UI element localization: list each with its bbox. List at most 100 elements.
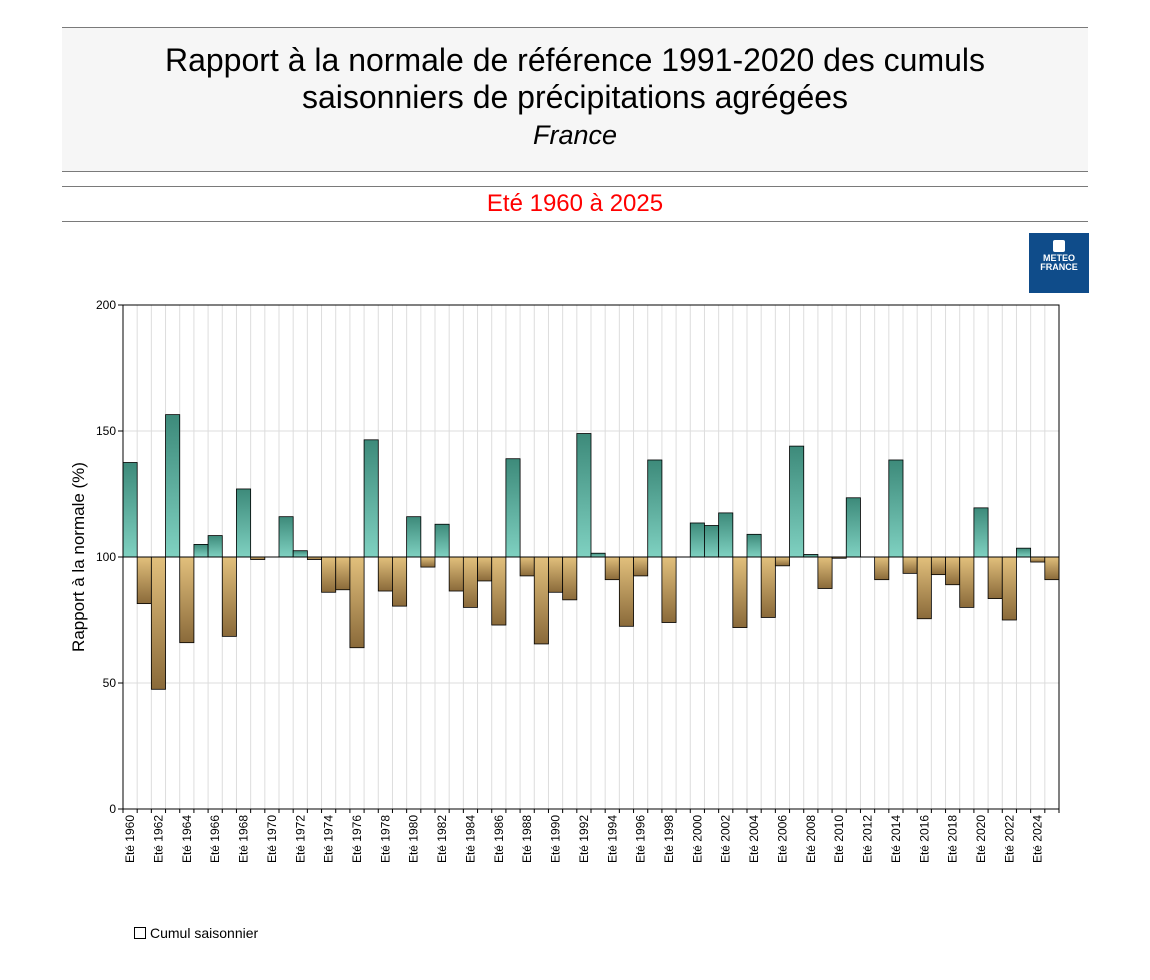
bar xyxy=(420,556,436,568)
bar xyxy=(193,544,209,558)
bar xyxy=(292,550,308,558)
bar xyxy=(732,556,748,628)
x-tick-label: Eté 1976 xyxy=(350,815,364,863)
bar xyxy=(165,414,181,558)
bar-layer xyxy=(122,414,1060,690)
bar xyxy=(533,556,549,645)
bar xyxy=(916,556,932,620)
x-tick-label: Eté 1974 xyxy=(322,815,336,863)
bar xyxy=(236,488,252,558)
y-tick-label: 100 xyxy=(96,550,116,564)
x-tick-label: Eté 1970 xyxy=(265,815,279,863)
bar xyxy=(888,459,904,558)
logo-name-line-1: METEO xyxy=(1042,253,1075,263)
chart-title-line-2: saisonniers de précipitations agrégées xyxy=(301,79,849,115)
bar xyxy=(335,556,351,591)
bar xyxy=(448,556,464,592)
bar xyxy=(774,556,790,567)
x-tick-label: Eté 2002 xyxy=(719,815,733,863)
bar xyxy=(760,556,776,618)
bar xyxy=(392,556,408,607)
bar xyxy=(477,556,493,582)
y-tick-label: 200 xyxy=(96,298,116,312)
bar xyxy=(1044,556,1060,581)
bar xyxy=(987,556,1003,599)
x-tick-label: Eté 2012 xyxy=(861,815,875,863)
bar xyxy=(548,556,564,593)
x-tick-label: Eté 2016 xyxy=(917,815,931,863)
x-tick-label: Eté 2010 xyxy=(832,815,846,863)
x-tick-label: Eté 1982 xyxy=(435,815,449,863)
bar xyxy=(1001,556,1017,621)
bar xyxy=(930,556,946,576)
bar xyxy=(207,535,223,558)
x-tick-label: Eté 2014 xyxy=(889,815,903,863)
bar xyxy=(136,556,152,605)
bar xyxy=(1016,547,1032,558)
x-tick-label: Eté 2022 xyxy=(1002,815,1016,863)
chart-subtitle-region: France xyxy=(532,120,618,150)
x-tick-label: Eté 1968 xyxy=(237,815,251,863)
x-tick-label: Eté 1978 xyxy=(378,815,392,863)
x-tick-label: Eté 2004 xyxy=(747,815,761,863)
logo-mark-icon xyxy=(1053,240,1065,252)
x-tick-label: Eté 1994 xyxy=(605,815,619,863)
legend-swatch xyxy=(134,927,146,939)
x-tick-label: Eté 1964 xyxy=(180,815,194,863)
period-label: Eté 1960 à 2025 xyxy=(486,190,664,217)
bar xyxy=(874,556,890,581)
bar xyxy=(689,522,705,558)
x-tick-label: Eté 1986 xyxy=(492,815,506,863)
bar xyxy=(718,512,734,558)
bar xyxy=(434,523,450,558)
legend: Cumul saisonnier xyxy=(134,925,258,941)
x-tick-label: Eté 2024 xyxy=(1031,815,1045,863)
bar xyxy=(661,556,677,623)
title-box: Rapport à la normale de référence 1991-2… xyxy=(62,27,1088,172)
x-tick-label: Eté 1980 xyxy=(407,815,421,863)
x-tick-label: Eté 1984 xyxy=(463,815,477,863)
bar xyxy=(746,533,762,558)
bar xyxy=(618,556,634,627)
bar xyxy=(491,556,507,626)
bar xyxy=(377,556,393,592)
y-axis-label: Rapport à la normale (%) xyxy=(69,462,88,652)
bar xyxy=(278,516,294,558)
bar xyxy=(562,556,578,601)
bar xyxy=(406,516,422,558)
bar xyxy=(604,556,620,581)
chart-title-line-1: Rapport à la normale de référence 1991-2… xyxy=(164,42,986,78)
logo-name-line-2: FRANCE xyxy=(1040,262,1078,272)
x-tick-label: Eté 1990 xyxy=(549,815,563,863)
bar xyxy=(902,556,918,574)
x-tick-label: Eté 2006 xyxy=(775,815,789,863)
bar xyxy=(321,556,337,593)
x-tick-label: Eté 1972 xyxy=(293,815,307,863)
x-tick-label: Eté 1962 xyxy=(151,815,165,863)
bar xyxy=(363,439,379,558)
bar xyxy=(519,556,535,577)
period-banner: Eté 1960 à 2025 xyxy=(62,186,1088,222)
x-tick-label: Eté 1966 xyxy=(208,815,222,863)
x-tick-label: Eté 1988 xyxy=(520,815,534,863)
bar xyxy=(221,556,237,637)
bar xyxy=(945,556,961,586)
x-tick-label: Eté 1998 xyxy=(662,815,676,863)
bar xyxy=(150,556,166,690)
meteo-france-logo: METEO FRANCE xyxy=(1029,233,1089,293)
legend-label: Cumul saisonnier xyxy=(150,925,259,941)
x-tick-label: Eté 2008 xyxy=(804,815,818,863)
x-tick-label: Eté 2018 xyxy=(946,815,960,863)
x-tick-label: Eté 2000 xyxy=(690,815,704,863)
bar xyxy=(462,556,478,608)
y-tick-label: 50 xyxy=(103,676,117,690)
x-tick-label: Eté 1992 xyxy=(577,815,591,863)
bar xyxy=(122,462,138,558)
bar xyxy=(1030,556,1046,563)
bar xyxy=(576,433,592,558)
bar xyxy=(704,525,720,558)
x-tick-label: Eté 1960 xyxy=(123,815,137,863)
bar xyxy=(959,556,975,608)
bar xyxy=(973,507,989,558)
